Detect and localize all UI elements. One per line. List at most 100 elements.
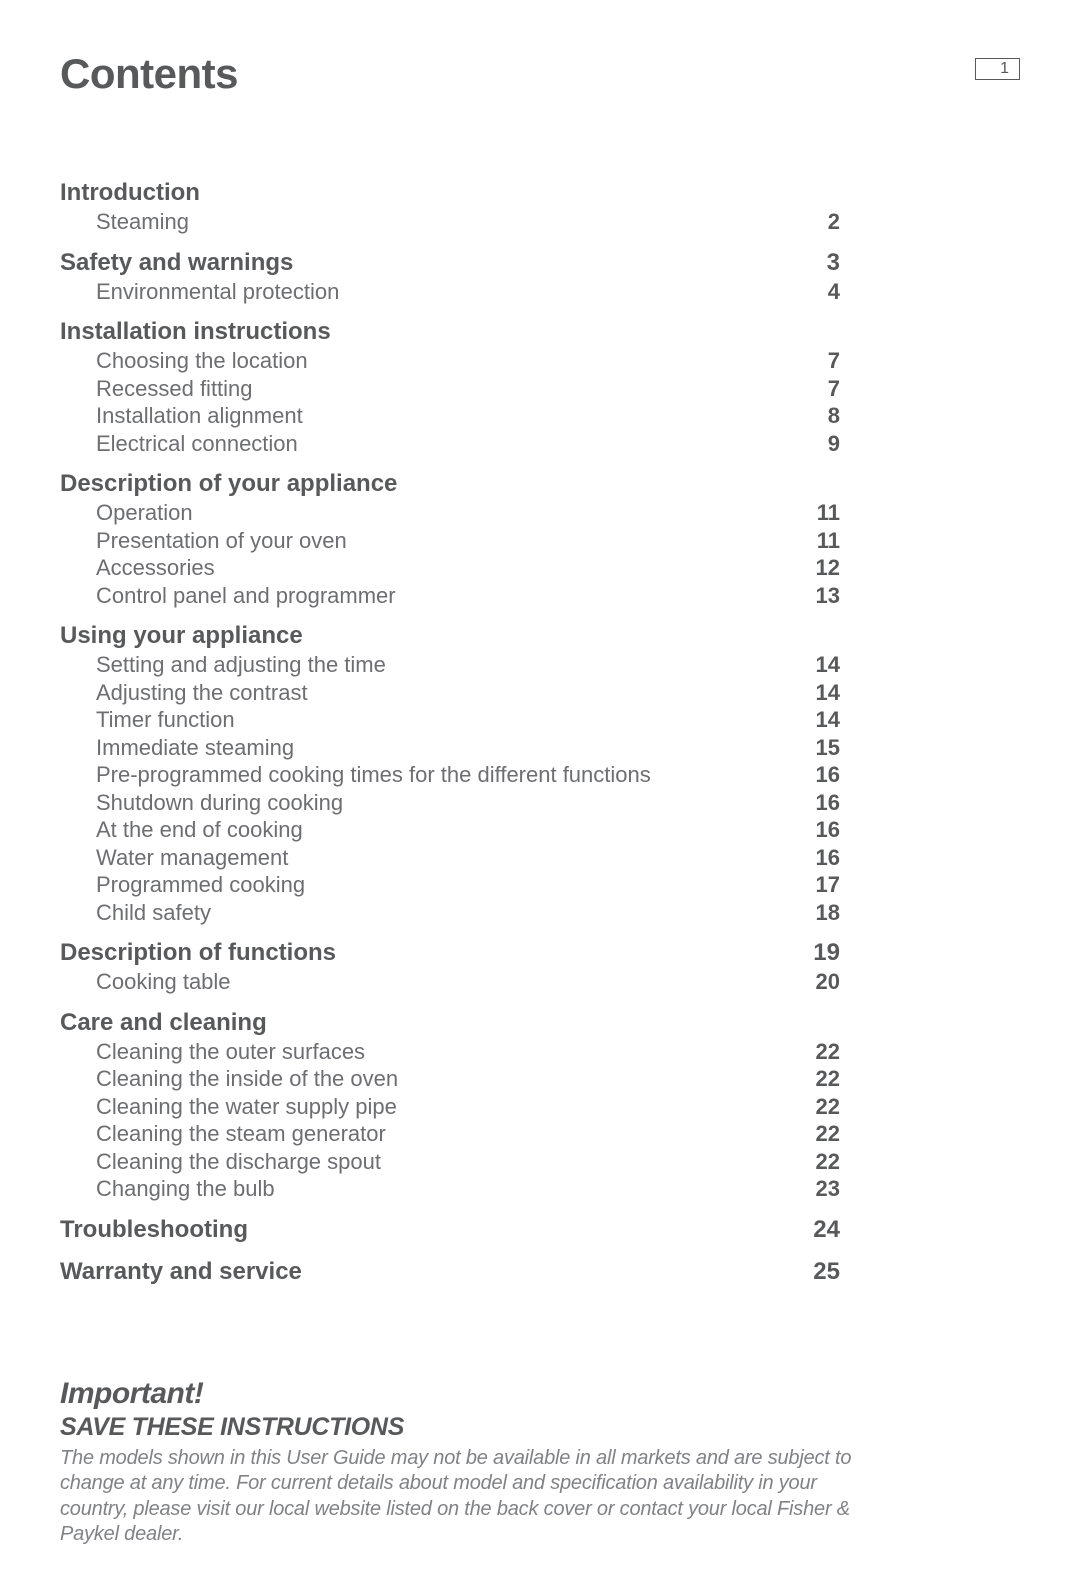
toc-section-title: Introduction xyxy=(60,178,200,208)
toc-sub-row: Changing the bulb23 xyxy=(60,1175,840,1203)
toc-sub-page: 15 xyxy=(816,734,840,762)
toc-section-heading: Description of your appliance xyxy=(60,469,840,499)
page-title: Contents xyxy=(60,50,238,98)
toc-sub-label: Presentation of your oven xyxy=(96,527,347,555)
toc-sub-page: 2 xyxy=(828,208,840,236)
toc-sub-label: Pre-programmed cooking times for the dif… xyxy=(96,761,651,789)
toc-section: Warranty and service25 xyxy=(60,1257,840,1287)
toc-sub-label: Cleaning the water supply pipe xyxy=(96,1093,397,1121)
toc-sub-label: Electrical connection xyxy=(96,430,298,458)
toc-section: IntroductionSteaming 2 xyxy=(60,178,840,236)
toc-sub-label: Operation xyxy=(96,499,193,527)
toc-section-heading: Installation instructions xyxy=(60,317,840,347)
toc-sub-row: Pre-programmed cooking times for the dif… xyxy=(60,761,840,789)
toc-sub-page: 9 xyxy=(828,430,840,458)
toc-sub-row: Presentation of your oven 11 xyxy=(60,527,840,555)
toc-sub-page: 22 xyxy=(816,1038,840,1066)
toc-section: Safety and warnings3Environmental protec… xyxy=(60,248,840,306)
toc-sub-label: Programmed cooking xyxy=(96,871,305,899)
toc-sub-row: Choosing the location 7 xyxy=(60,347,840,375)
toc-sub-row: Water management16 xyxy=(60,844,840,872)
toc-sub-page: 22 xyxy=(816,1093,840,1121)
toc-sub-row: Shutdown during cooking16 xyxy=(60,789,840,817)
toc-sub-row: Immediate steaming 15 xyxy=(60,734,840,762)
toc-sub-row: Installation alignment 8 xyxy=(60,402,840,430)
toc-sub-label: Control panel and programmer xyxy=(96,582,396,610)
toc-sub-row: Timer function 14 xyxy=(60,706,840,734)
toc-sub-label: Child safety xyxy=(96,899,211,927)
toc-sub-label: Steaming xyxy=(96,208,189,236)
important-subtitle: SAVE THESE INSTRUCTIONS xyxy=(60,1413,1020,1442)
toc-sub-row: Electrical connection 9 xyxy=(60,430,840,458)
toc-sub-label: Immediate steaming xyxy=(96,734,294,762)
toc-sub-page: 14 xyxy=(816,651,840,679)
toc-section-heading: Introduction xyxy=(60,178,840,208)
toc-sub-page: 14 xyxy=(816,706,840,734)
toc-sub-row: Accessories12 xyxy=(60,554,840,582)
toc-section: Troubleshooting 24 xyxy=(60,1215,840,1245)
toc-sub-row: Environmental protection 4 xyxy=(60,278,840,306)
toc-sub-label: Setting and adjusting the time xyxy=(96,651,386,679)
table-of-contents: IntroductionSteaming 2 Safety and warnings… xyxy=(60,178,840,1287)
toc-sub-label: Recessed fitting xyxy=(96,375,253,403)
toc-section-page: 3 xyxy=(827,248,840,278)
toc-sub-page: 11 xyxy=(817,527,840,555)
toc-sub-page: 18 xyxy=(816,899,840,927)
toc-sub-label: Adjusting the contrast xyxy=(96,679,308,707)
toc-sub-page: 17 xyxy=(816,871,840,899)
toc-section: Description of your applianceOperation 11… xyxy=(60,469,840,609)
toc-sub-row: Adjusting the contrast14 xyxy=(60,679,840,707)
toc-sub-label: Changing the bulb xyxy=(96,1175,275,1203)
toc-section: Description of functions19Cooking table2… xyxy=(60,938,840,996)
toc-section-title: Installation instructions xyxy=(60,317,331,347)
toc-sub-page: 22 xyxy=(816,1120,840,1148)
toc-section-heading: Safety and warnings 3 xyxy=(60,248,840,278)
toc-section: Installation instructionsChoosing the lo… xyxy=(60,317,840,457)
toc-sub-label: Cleaning the outer surfaces xyxy=(96,1038,365,1066)
toc-sub-label: At the end of cooking xyxy=(96,816,303,844)
toc-sub-label: Timer function xyxy=(96,706,235,734)
important-block: Important! SAVE THESE INSTRUCTIONS The m… xyxy=(60,1377,1020,1548)
toc-sub-row: Operation 11 xyxy=(60,499,840,527)
toc-sub-label: Choosing the location xyxy=(96,347,308,375)
toc-section-heading: Description of functions19 xyxy=(60,938,840,968)
page-root: Contents 1 IntroductionSteaming 2 Safety a… xyxy=(0,0,1080,1588)
toc-sub-row: Cleaning the outer surfaces 22 xyxy=(60,1038,840,1066)
important-body: The models shown in this User Guide may … xyxy=(60,1446,860,1548)
toc-sub-row: Child safety 18 xyxy=(60,899,840,927)
toc-sub-row: Cleaning the steam generator 22 xyxy=(60,1120,840,1148)
toc-sub-row: Recessed fitting7 xyxy=(60,375,840,403)
toc-section: Using your applianceSetting and adjustin… xyxy=(60,621,840,926)
toc-sub-label: Cleaning the steam generator xyxy=(96,1120,386,1148)
toc-sub-label: Cooking table xyxy=(96,968,231,996)
toc-sub-row: Steaming 2 xyxy=(60,208,840,236)
toc-section: Care and cleaningCleaning the outer surf… xyxy=(60,1008,840,1203)
toc-sub-page: 22 xyxy=(816,1148,840,1176)
toc-sub-label: Installation alignment xyxy=(96,402,303,430)
toc-section-title: Care and cleaning xyxy=(60,1008,267,1038)
toc-sub-row: At the end of cooking16 xyxy=(60,816,840,844)
toc-section-heading: Care and cleaning xyxy=(60,1008,840,1038)
toc-sub-page: 16 xyxy=(816,789,840,817)
toc-section-title: Safety and warnings xyxy=(60,248,293,278)
toc-sub-row: Cleaning the water supply pipe 22 xyxy=(60,1093,840,1121)
toc-sub-page: 11 xyxy=(817,499,840,527)
toc-sub-row: Programmed cooking 17 xyxy=(60,871,840,899)
toc-sub-page: 4 xyxy=(828,278,840,306)
toc-sub-label: Environmental protection xyxy=(96,278,339,306)
toc-section-title: Troubleshooting xyxy=(60,1215,248,1245)
toc-sub-page: 13 xyxy=(816,582,840,610)
toc-sub-page: 8 xyxy=(828,402,840,430)
page-number: 1 xyxy=(1000,60,1009,77)
toc-sub-row: Cleaning the discharge spout 22 xyxy=(60,1148,840,1176)
toc-sub-page: 7 xyxy=(828,347,840,375)
toc-sub-label: Water management xyxy=(96,844,288,872)
page-number-box: 1 xyxy=(975,58,1020,80)
toc-section-heading: Troubleshooting 24 xyxy=(60,1215,840,1245)
toc-sub-page: 16 xyxy=(816,761,840,789)
toc-section-page: 24 xyxy=(813,1215,840,1245)
toc-sub-row: Control panel and programmer 13 xyxy=(60,582,840,610)
toc-section-title: Using your appliance xyxy=(60,621,303,651)
toc-section-page: 19 xyxy=(813,938,840,968)
toc-sub-label: Cleaning the discharge spout xyxy=(96,1148,381,1176)
